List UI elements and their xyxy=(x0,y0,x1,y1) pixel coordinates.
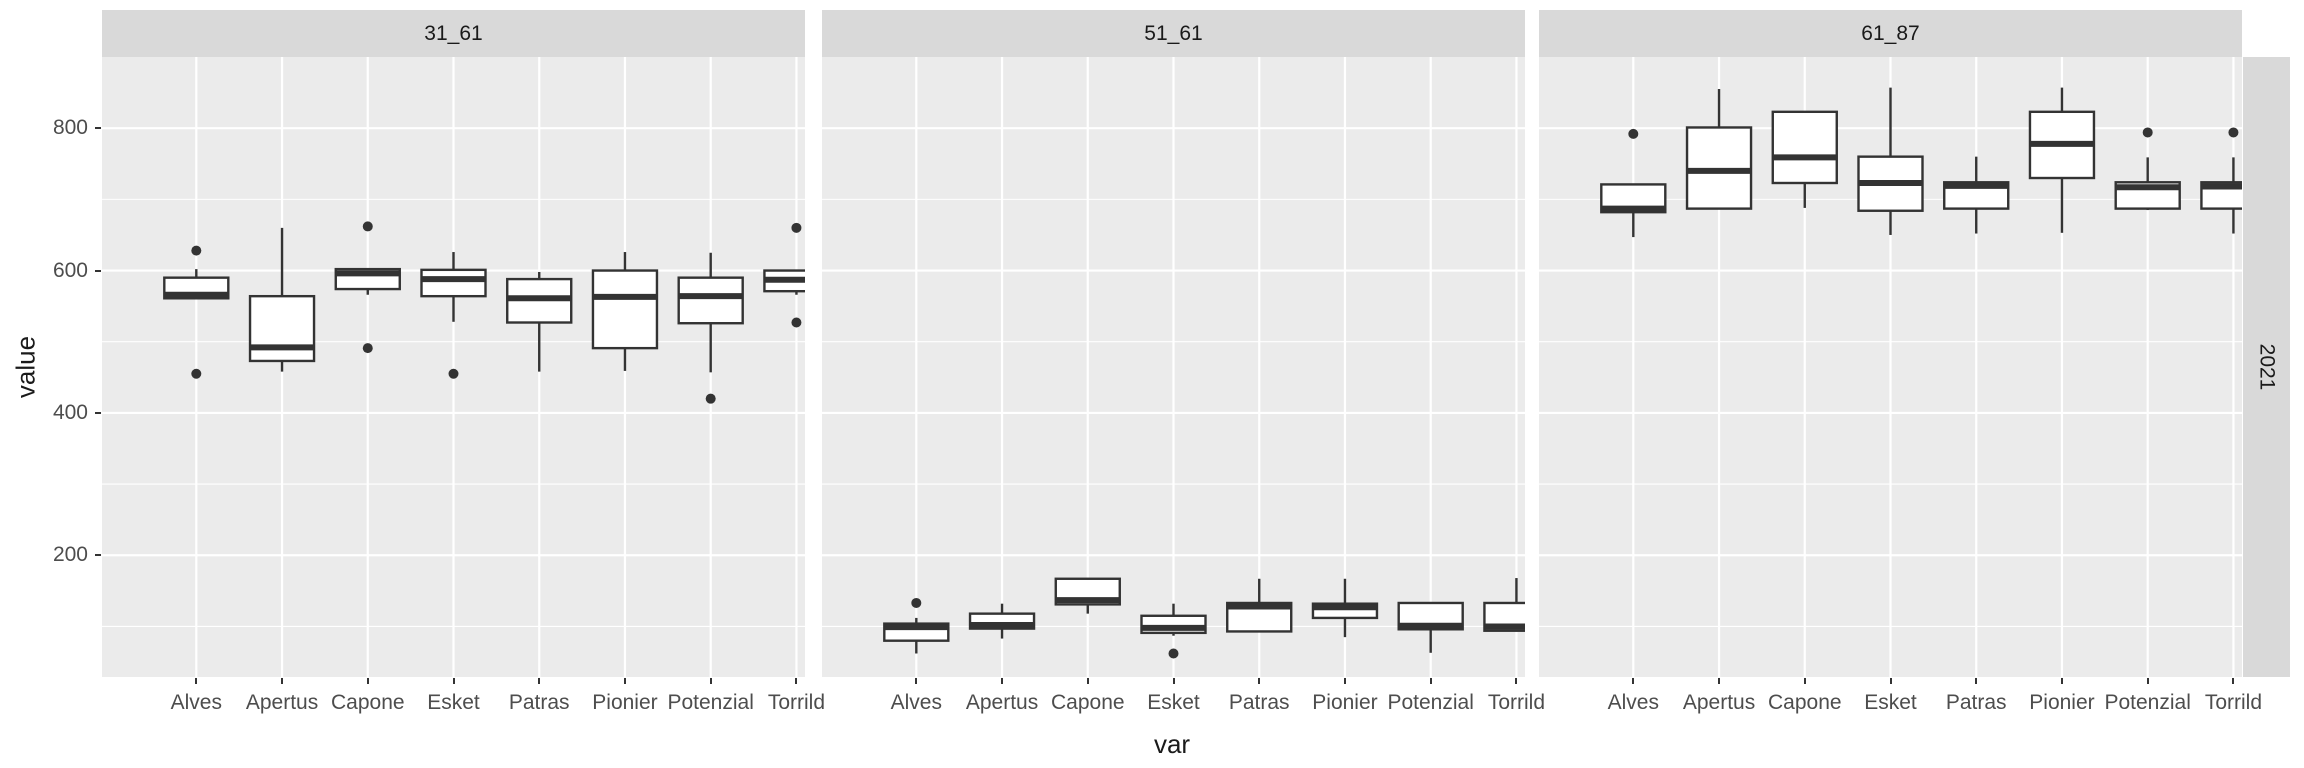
facet-strip-label: 61_87 xyxy=(1861,21,1920,45)
x-category-label-Apertus: Apertus xyxy=(1682,691,1756,714)
x-category-label-Patras: Patras xyxy=(508,691,570,714)
x-tick-mark-Alves xyxy=(195,678,198,684)
x-tick-mark-Esket xyxy=(452,678,455,684)
x-tick-mark-Torrild xyxy=(2232,678,2235,684)
y-tick-mark-400 xyxy=(95,411,101,414)
x-category-label-Pionier: Pionier xyxy=(1312,691,1378,714)
x-category-label-Torrild: Torrild xyxy=(2204,691,2263,714)
facet-strip-61_87: 61_87 xyxy=(1539,10,2242,57)
box-Apertus xyxy=(248,294,316,363)
outlier-Alves xyxy=(191,368,202,379)
y-tick-label-400: 400 xyxy=(52,400,88,424)
x-category-label-Apertus: Apertus xyxy=(245,691,319,714)
box-Capone xyxy=(1771,110,1838,185)
outlier-Esket xyxy=(448,368,459,379)
x-category-label-Esket: Esket xyxy=(1864,691,1917,714)
x-category-label-Apertus: Apertus xyxy=(965,691,1039,714)
x-tick-mark-Potenzial xyxy=(709,678,712,684)
facet-strip-label: 51_61 xyxy=(1144,21,1203,45)
box-Potenzial xyxy=(677,276,744,325)
x-tick-mark-Torrild xyxy=(795,678,798,684)
facet-panel-31_61 xyxy=(102,57,805,677)
facet-panel-51_61 xyxy=(822,57,1525,677)
x-category-label-Potenzial: Potenzial xyxy=(667,691,754,714)
x-category-label-Capone: Capone xyxy=(1767,691,1842,714)
panel-canvas xyxy=(102,57,805,677)
outlier-Torrild xyxy=(791,222,802,233)
x-category-label-Pionier: Pionier xyxy=(592,691,658,714)
y-tick-label-600: 600 xyxy=(52,258,88,282)
x-tick-mark-Pionier xyxy=(2060,678,2063,684)
outlier-Alves xyxy=(191,245,202,256)
outlier-Esket xyxy=(1168,648,1179,659)
x-category-label-Torrild: Torrild xyxy=(767,691,826,714)
x-category-label-Potenzial: Potenzial xyxy=(1387,691,1474,714)
x-tick-mark-Apertus xyxy=(1718,678,1721,684)
x-tick-mark-Capone xyxy=(366,678,369,684)
outlier-Torrild xyxy=(791,317,802,328)
y-tick-label-800: 800 xyxy=(52,116,88,140)
x-category-label-Capone: Capone xyxy=(330,691,405,714)
panel-canvas xyxy=(1539,57,2242,677)
facet-row-strip-2021: 2021 xyxy=(2243,57,2290,677)
x-category-label-Torrild: Torrild xyxy=(1487,691,1546,714)
x-tick-mark-Apertus xyxy=(1001,678,1004,684)
facet-panel-61_87 xyxy=(1539,57,2242,677)
outlier-Torrild xyxy=(2228,127,2239,138)
x-tick-mark-Torrild xyxy=(1515,678,1518,684)
outlier-Potenzial xyxy=(705,393,716,404)
x-tick-mark-Esket xyxy=(1889,678,1892,684)
facet-strip-51_61: 51_61 xyxy=(822,10,1525,57)
x-tick-mark-Patras xyxy=(1258,678,1261,684)
x-tick-mark-Patras xyxy=(538,678,541,684)
x-tick-mark-Alves xyxy=(915,678,918,684)
y-axis-title: value xyxy=(10,335,41,399)
y-tick-mark-800 xyxy=(95,127,101,130)
x-category-label-Patras: Patras xyxy=(1228,691,1290,714)
x-category-label-Esket: Esket xyxy=(427,691,480,714)
x-category-label-Alves: Alves xyxy=(170,691,222,714)
box-Pionier xyxy=(591,269,659,350)
x-tick-mark-Patras xyxy=(1975,678,1978,684)
x-category-label-Pionier: Pionier xyxy=(2029,691,2095,714)
x-tick-mark-Esket xyxy=(1172,678,1175,684)
outlier-Capone xyxy=(362,221,373,232)
y-tick-mark-200 xyxy=(95,554,101,557)
x-category-label-Alves: Alves xyxy=(1607,691,1659,714)
x-category-label-Alves: Alves xyxy=(890,691,942,714)
outlier-Capone xyxy=(362,343,373,354)
x-tick-mark-Potenzial xyxy=(2146,678,2149,684)
x-axis-title: var xyxy=(1153,729,1191,759)
x-category-label-Esket: Esket xyxy=(1147,691,1200,714)
x-category-label-Patras: Patras xyxy=(1945,691,2007,714)
x-tick-mark-Pionier xyxy=(623,678,626,684)
y-tick-mark-600 xyxy=(95,269,101,272)
panel-canvas xyxy=(822,57,1525,677)
outlier-Potenzial xyxy=(2142,127,2153,138)
outlier-Alves xyxy=(1628,128,1639,139)
x-category-label-Capone: Capone xyxy=(1050,691,1125,714)
x-tick-mark-Apertus xyxy=(281,678,284,684)
outlier-Alves xyxy=(911,597,922,608)
x-tick-mark-Pionier xyxy=(1343,678,1346,684)
x-category-label-Potenzial: Potenzial xyxy=(2104,691,2191,714)
x-tick-mark-Alves xyxy=(1632,678,1635,684)
facet-strip-label: 31_61 xyxy=(424,21,483,45)
box-Esket xyxy=(420,268,487,298)
y-tick-label-200: 200 xyxy=(52,543,88,567)
facet-row-strip-label: 2021 xyxy=(2255,343,2279,391)
x-tick-mark-Capone xyxy=(1086,678,1089,684)
x-tick-mark-Capone xyxy=(1803,678,1806,684)
x-tick-mark-Potenzial xyxy=(1429,678,1432,684)
facet-strip-31_61: 31_61 xyxy=(102,10,805,57)
